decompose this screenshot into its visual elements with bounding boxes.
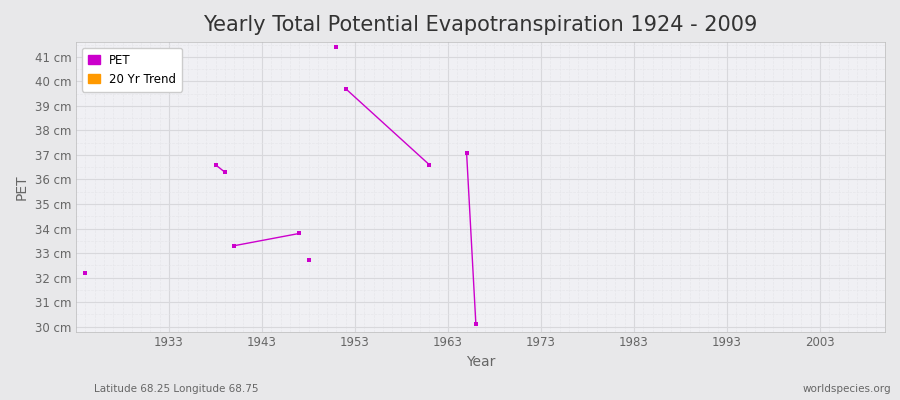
Legend: PET, 20 Yr Trend: PET, 20 Yr Trend xyxy=(82,48,182,92)
Text: worldspecies.org: worldspecies.org xyxy=(803,384,891,394)
Title: Yearly Total Potential Evapotranspiration 1924 - 2009: Yearly Total Potential Evapotranspiratio… xyxy=(203,15,758,35)
Y-axis label: PET: PET xyxy=(15,174,29,200)
Text: Latitude 68.25 Longitude 68.75: Latitude 68.25 Longitude 68.75 xyxy=(94,384,259,394)
X-axis label: Year: Year xyxy=(466,355,495,369)
